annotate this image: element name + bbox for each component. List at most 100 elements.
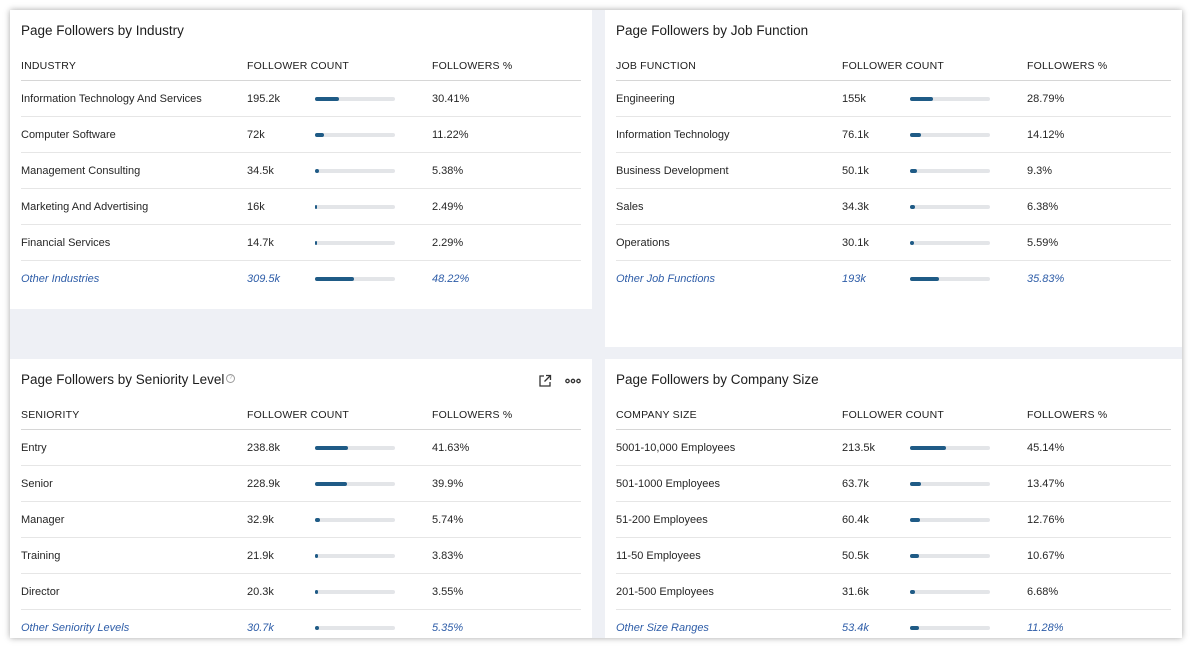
table-row-other[interactable]: Other Size Ranges 53.4k 11.28% [616,610,1171,638]
column-header-percent: FOLLOWERS % [1027,60,1108,72]
follower-percent: 5.59% [1027,236,1059,249]
progress-bar-fill [315,589,318,594]
job-function-card: Page Followers by Job Function JOB FUNCT… [605,10,1182,347]
progress-bar-track [910,481,990,486]
follower-count: 63.7k [842,477,869,490]
progress-bar-track [315,204,395,209]
row-label: Information Technology [616,128,730,141]
external-link-icon[interactable] [537,373,553,389]
progress-bar-fill [910,132,922,137]
follower-count: 14.7k [247,236,274,249]
progress-bar-track [315,481,395,486]
follower-count: 238.8k [247,441,281,454]
follower-percent: 9.3% [1027,164,1053,177]
progress-bar-track [910,589,990,594]
bar-cell [315,445,432,450]
table-row: Director 20.3k 3.55% [21,574,581,610]
follower-count: 34.5k [247,164,274,177]
bar-cell [910,481,1027,486]
progress-bar-track [315,132,395,137]
row-label: Senior [21,477,53,490]
seniority-card: Page Followers by Seniority Level? [10,359,592,638]
bar-cell [910,445,1027,450]
progress-bar-fill [910,445,947,450]
card-title-text: Page Followers by Seniority Level [21,372,225,387]
row-label: Management Consulting [21,164,141,177]
row-label: Marketing And Advertising [21,200,149,213]
table-row: Information Technology 76.1k 14.12% [616,117,1171,153]
other-link[interactable]: Other Seniority Levels [21,621,130,634]
table-row: Operations 30.1k 5.59% [616,225,1171,261]
table-row: 501-1000 Employees 63.7k 13.47% [616,466,1171,502]
follower-percent: 3.83% [432,549,464,562]
column-header-count: FOLLOWER COUNT [842,409,944,421]
more-options-icon[interactable] [565,373,581,389]
bar-cell [315,240,432,245]
row-label: 5001-10,000 Employees [616,441,736,454]
follower-percent: 28.79% [1027,92,1065,105]
card-title: Page Followers by Seniority Level? [21,372,236,387]
progress-bar-track [315,276,395,281]
progress-bar-fill [910,276,939,281]
follower-percent: 13.47% [1027,477,1065,490]
follower-count: 228.9k [247,477,281,490]
other-link[interactable]: Other Job Functions [616,272,716,285]
table-row-other[interactable]: Other Job Functions 193k 35.83% [616,261,1171,296]
follower-percent: 39.9% [432,477,464,490]
row-label: Operations [616,236,670,249]
bar-cell [315,553,432,558]
row-label: Manager [21,513,65,526]
row-label: Sales [616,200,644,213]
progress-bar-fill [910,96,934,101]
progress-bar-fill [910,240,915,245]
progress-bar-fill [315,132,324,137]
follower-count: 16k [247,200,265,213]
progress-bar-track [315,553,395,558]
follower-percent: 35.83% [1027,272,1065,285]
progress-bar-track [910,445,990,450]
table-body: Entry 238.8k 41.63% Senior 228.9k 39.9% Manage… [21,430,581,638]
row-label: 201-500 Employees [616,585,714,598]
table-row-other[interactable]: Other Industries 309.5k 48.22% [21,261,581,296]
follower-count: 50.1k [842,164,869,177]
row-label: Information Technology And Services [21,92,202,105]
progress-bar-track [315,240,395,245]
other-link[interactable]: Other Industries [21,272,100,285]
column-header-count: FOLLOWER COUNT [842,60,944,72]
column-header-percent: FOLLOWERS % [1027,409,1108,421]
table-row: Manager 32.9k 5.74% [21,502,581,538]
bar-cell [315,589,432,594]
follower-percent: 5.38% [432,164,464,177]
card-title: Page Followers by Company Size [616,372,819,387]
progress-bar-track [910,240,990,245]
bar-cell [315,96,432,101]
bar-cell [910,168,1027,173]
row-label: Engineering [616,92,675,105]
follower-percent: 2.49% [432,200,464,213]
progress-bar-track [315,625,395,630]
table-body: Engineering 155k 28.79% Information Technol… [616,81,1171,296]
progress-bar-fill [315,625,320,630]
follower-percent: 5.74% [432,513,464,526]
info-icon[interactable]: ? [226,374,236,383]
bar-cell [910,589,1027,594]
bar-cell [910,96,1027,101]
table-body: Information Technology And Services 195.2… [21,81,581,296]
bar-cell [910,204,1027,209]
column-header-category: SENIORITY [21,409,80,421]
progress-bar-fill [910,481,921,486]
progress-bar-track [910,625,990,630]
other-link[interactable]: Other Size Ranges [616,621,709,634]
follower-percent: 12.76% [1027,513,1065,526]
bar-cell [910,517,1027,522]
bar-cell [910,240,1027,245]
progress-bar-fill [315,517,320,522]
table-row-other[interactable]: Other Seniority Levels 30.7k 5.35% [21,610,581,638]
follower-percent: 14.12% [1027,128,1065,141]
table-row: 11-50 Employees 50.5k 10.67% [616,538,1171,574]
row-label: Financial Services [21,236,111,249]
column-header-count: FOLLOWER COUNT [247,60,349,72]
card-header: Page Followers by Job Function [616,10,1171,52]
table-row: Management Consulting 34.5k 5.38% [21,153,581,189]
table-header: JOB FUNCTION FOLLOWER COUNT FOLLOWERS % [616,52,1171,81]
